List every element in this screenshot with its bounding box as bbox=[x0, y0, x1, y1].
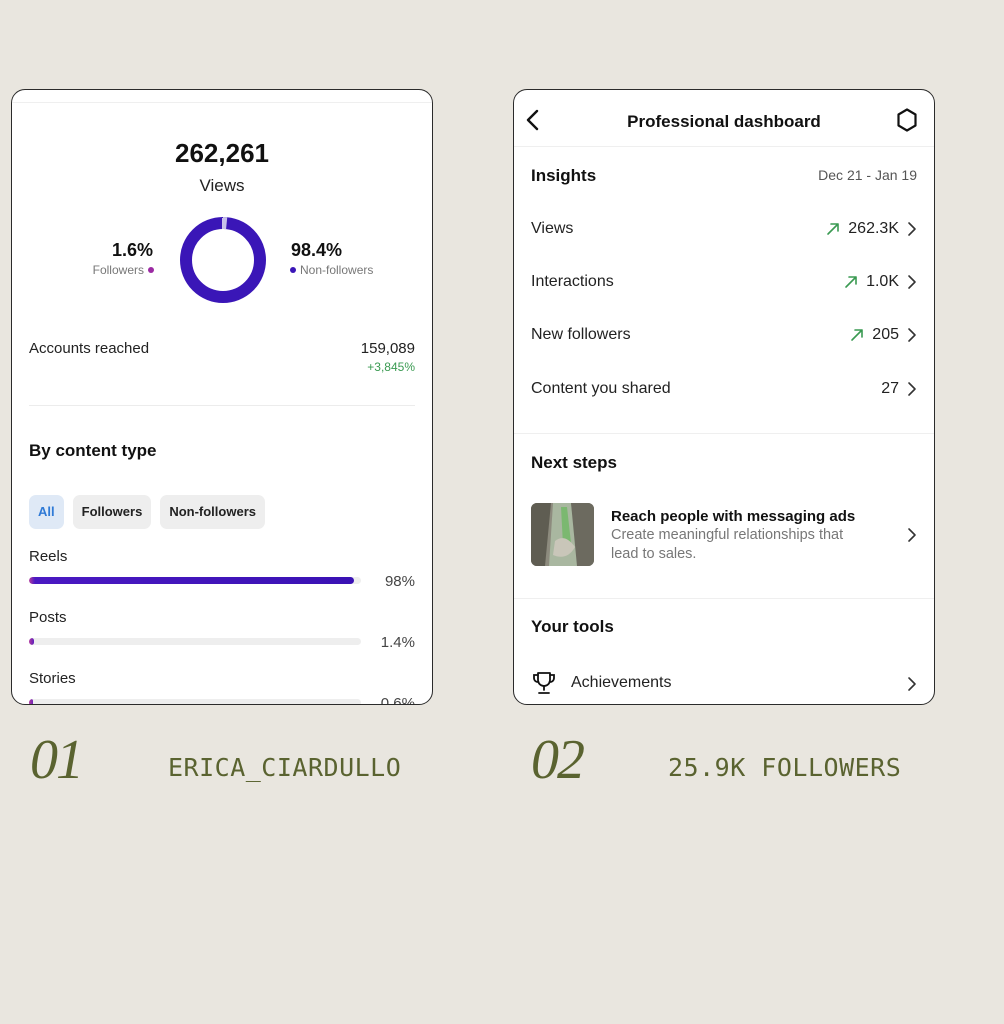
donut-followers-arc bbox=[180, 217, 266, 303]
caption-number-1: 01 bbox=[30, 729, 84, 791]
followers-legend: Followers bbox=[93, 263, 154, 277]
chevron-right-icon bbox=[908, 222, 916, 236]
accounts-reached-delta: +3,845% bbox=[367, 360, 415, 374]
reels-bar-track bbox=[29, 577, 361, 584]
metric-value: 27 bbox=[881, 380, 899, 397]
caption-number-2: 02 bbox=[531, 729, 585, 791]
chevron-right-icon[interactable] bbox=[907, 676, 917, 692]
accounts-reached-label: Accounts reached bbox=[29, 340, 150, 357]
page-title: Professional dashboard bbox=[627, 112, 821, 131]
chevron-right-icon[interactable] bbox=[907, 527, 917, 543]
followers-percent: 1.6% bbox=[111, 240, 153, 260]
trend-up-arrow-icon bbox=[845, 276, 857, 288]
section-divider bbox=[514, 598, 934, 599]
chevron-right-icon bbox=[908, 328, 916, 342]
stories-bar-track bbox=[29, 699, 361, 704]
nonfollowers-dot-icon bbox=[290, 266, 296, 273]
posts-percent: 1.4% bbox=[380, 634, 415, 651]
audience-filter-chips: All Followers Non-followers bbox=[29, 495, 265, 529]
metric-value-group: 262.3K bbox=[826, 220, 917, 238]
promo-title[interactable]: Reach people with messaging ads bbox=[611, 508, 856, 525]
reels-percent: 98% bbox=[384, 573, 415, 590]
donut-nonfollowers-ring bbox=[180, 217, 266, 303]
accounts-reached-value: 159,089 bbox=[360, 340, 415, 357]
metric-label: New followers bbox=[531, 326, 631, 343]
metric-value: 1.0K bbox=[866, 273, 899, 290]
followers-legend-label: Followers bbox=[92, 263, 144, 277]
chevron-right-icon bbox=[908, 382, 916, 396]
top-divider bbox=[12, 102, 432, 103]
nonfollowers-legend: Non-followers bbox=[290, 263, 373, 277]
dashboard-header: Professional dashboard bbox=[514, 90, 934, 147]
metric-value-group: 205 bbox=[850, 326, 917, 344]
posts-bar-fill bbox=[29, 638, 34, 645]
chip-nonfollowers[interactable]: Non-followers bbox=[160, 495, 265, 529]
metric-value: 262.3K bbox=[848, 220, 899, 237]
gear-icon[interactable] bbox=[894, 107, 920, 133]
stories-bar-fill bbox=[29, 699, 33, 704]
metric-row-interactions[interactable]: Interactions 1.0K bbox=[531, 273, 917, 297]
date-range: Dec 21 - Jan 19 bbox=[818, 167, 917, 183]
trend-up-arrow-icon bbox=[851, 329, 864, 341]
next-steps-heading: Next steps bbox=[531, 453, 617, 472]
nonfollowers-percent: 98.4% bbox=[291, 240, 343, 260]
views-insights-card: 262,261 Views 1.6% Followers 98.4% Non-f… bbox=[11, 89, 433, 705]
total-views-label: Views bbox=[199, 176, 245, 195]
total-views-value: 262,261 bbox=[175, 138, 269, 168]
promo-description: Create meaningful relationships that lea… bbox=[611, 527, 844, 562]
caption-follower-count: 25.9K FOLLOWERS bbox=[668, 753, 902, 782]
metric-value: 205 bbox=[872, 326, 899, 343]
posts-label: Posts bbox=[29, 609, 67, 626]
section-divider bbox=[514, 433, 934, 434]
nonfollowers-legend-label: Non-followers bbox=[300, 263, 374, 277]
metric-row-new-followers[interactable]: New followers 205 bbox=[531, 326, 917, 350]
metric-label: Interactions bbox=[531, 273, 614, 290]
caption-username: ERICA_CIARDULLO bbox=[168, 753, 402, 782]
metric-row-content-shared[interactable]: Content you shared 27 bbox=[531, 380, 917, 404]
chip-all[interactable]: All bbox=[29, 495, 64, 529]
metric-label: Views bbox=[531, 220, 574, 237]
reels-label: Reels bbox=[29, 548, 68, 565]
chevron-left-icon[interactable] bbox=[523, 108, 543, 132]
trophy-icon bbox=[533, 672, 555, 694]
metric-value-group: 27 bbox=[881, 380, 917, 398]
stories-label: Stories bbox=[29, 670, 76, 687]
achievements-label[interactable]: Achievements bbox=[571, 674, 672, 691]
chip-followers[interactable]: Followers bbox=[72, 495, 152, 529]
chevron-right-icon bbox=[908, 275, 916, 289]
trend-up-arrow-icon bbox=[827, 223, 840, 235]
content-type-heading: By content type bbox=[29, 441, 157, 460]
metric-row-views[interactable]: Views 262.3K bbox=[531, 220, 917, 244]
your-tools-heading: Your tools bbox=[531, 617, 614, 636]
stories-percent: 0.6% bbox=[380, 695, 415, 705]
professional-dashboard-card: Professional dashboard Insights Dec 21 -… bbox=[513, 89, 935, 705]
promo-thumbnail-image bbox=[531, 503, 594, 566]
reels-bar-fill bbox=[29, 577, 355, 584]
followers-dot-icon bbox=[148, 266, 154, 273]
views-donut-chart bbox=[180, 217, 266, 303]
insights-heading: Insights bbox=[531, 166, 597, 185]
metric-value-group: 1.0K bbox=[844, 273, 917, 291]
posts-bar-track bbox=[29, 638, 361, 645]
section-divider bbox=[29, 405, 415, 406]
metric-label: Content you shared bbox=[531, 380, 671, 397]
